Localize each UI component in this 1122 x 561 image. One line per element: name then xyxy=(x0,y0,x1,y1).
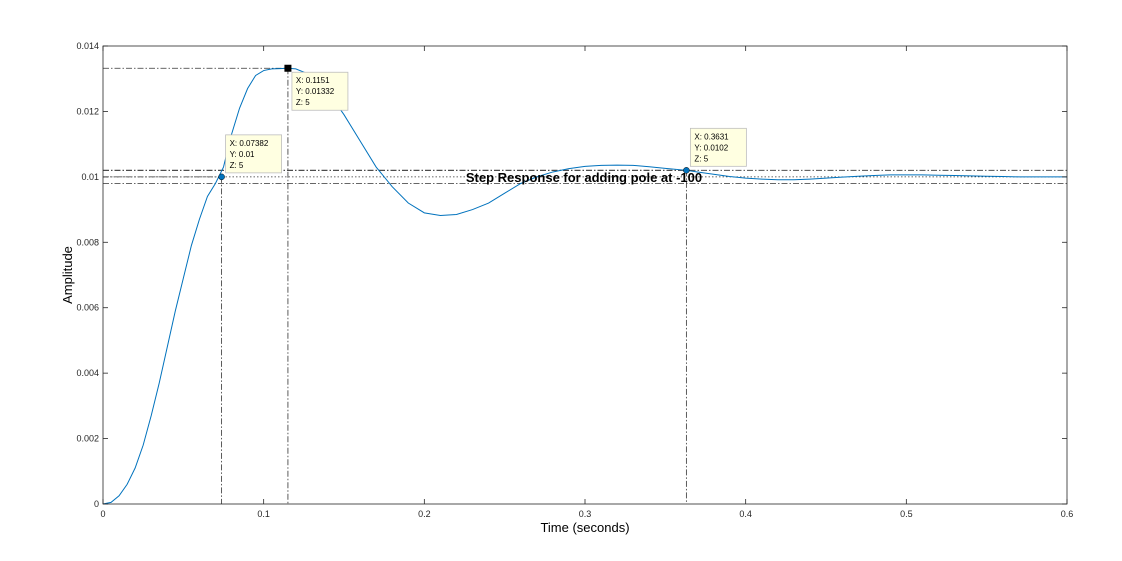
datatip-text-line: X: 0.1151 xyxy=(296,76,330,85)
x-tick-label: 0.6 xyxy=(1061,509,1074,519)
x-axis-ticks: 0 0.1 0.2 0.3 0.4 0.5 0.6 xyxy=(100,46,1073,519)
datatips: X: 0.07382 Y: 0.01 Z: 5 X: 0.1151 Y: 0.01332… xyxy=(225,71,747,174)
y-tick-label: 0.004 xyxy=(76,368,99,378)
y-tick-label: 0 xyxy=(94,499,99,509)
datatip-text-line: Y: 0.01332 xyxy=(296,87,335,96)
y-axis-label: Amplitude xyxy=(60,246,75,304)
x-tick-label: 0 xyxy=(100,509,105,519)
datatip-box[interactable]: X: 0.1151 Y: 0.01332 Z: 5 xyxy=(291,71,349,111)
y-tick-label: 0.006 xyxy=(76,303,99,313)
y-tick-label: 0.01 xyxy=(81,172,99,182)
datatip-markers xyxy=(218,64,690,181)
y-tick-label: 0.008 xyxy=(76,237,99,247)
datatip-box[interactable]: X: 0.3631 Y: 0.0102 Z: 5 xyxy=(689,127,747,167)
y-axis-ticks: 0 0.002 0.004 0.006 0.008 0.01 0.012 0.014 xyxy=(76,41,1067,509)
datatip-text-line: Z: 5 xyxy=(296,98,310,107)
y-tick-label: 0.012 xyxy=(76,106,99,116)
x-tick-label: 0.4 xyxy=(739,509,752,519)
x-axis-label: Time (seconds) xyxy=(540,520,629,535)
y-tick-label: 0.014 xyxy=(76,41,99,51)
datatip-text-line: X: 0.07382 xyxy=(230,139,269,148)
datatip-background xyxy=(291,71,349,111)
series-line-step-response xyxy=(102,67,1067,505)
datatip-background xyxy=(689,127,747,167)
plot-background xyxy=(103,46,1067,504)
datatip-text-line: X: 0.3631 xyxy=(694,132,729,141)
chart-title: Step Response for adding pole at -100 xyxy=(466,170,702,185)
x-tick-label: 0.2 xyxy=(418,509,431,519)
datatip-guide-lines xyxy=(103,67,687,504)
datatip-text-line: Y: 0.01 xyxy=(230,150,255,159)
datatip-marker-active[interactable] xyxy=(284,64,292,72)
y-tick-label: 0.002 xyxy=(76,434,99,444)
datatip-background xyxy=(225,134,283,174)
datatip-marker[interactable] xyxy=(683,167,690,174)
x-tick-label: 0.3 xyxy=(579,509,592,519)
datatip-text-line: Z: 5 xyxy=(230,161,244,170)
x-tick-label: 0.1 xyxy=(257,509,270,519)
datatip-text-line: Z: 5 xyxy=(694,154,708,163)
x-tick-label: 0.5 xyxy=(900,509,913,519)
datatip-marker[interactable] xyxy=(218,173,225,181)
datatip-box[interactable]: X: 0.07382 Y: 0.01 Z: 5 xyxy=(225,134,283,174)
datatip-text-line: Y: 0.0102 xyxy=(694,143,728,152)
